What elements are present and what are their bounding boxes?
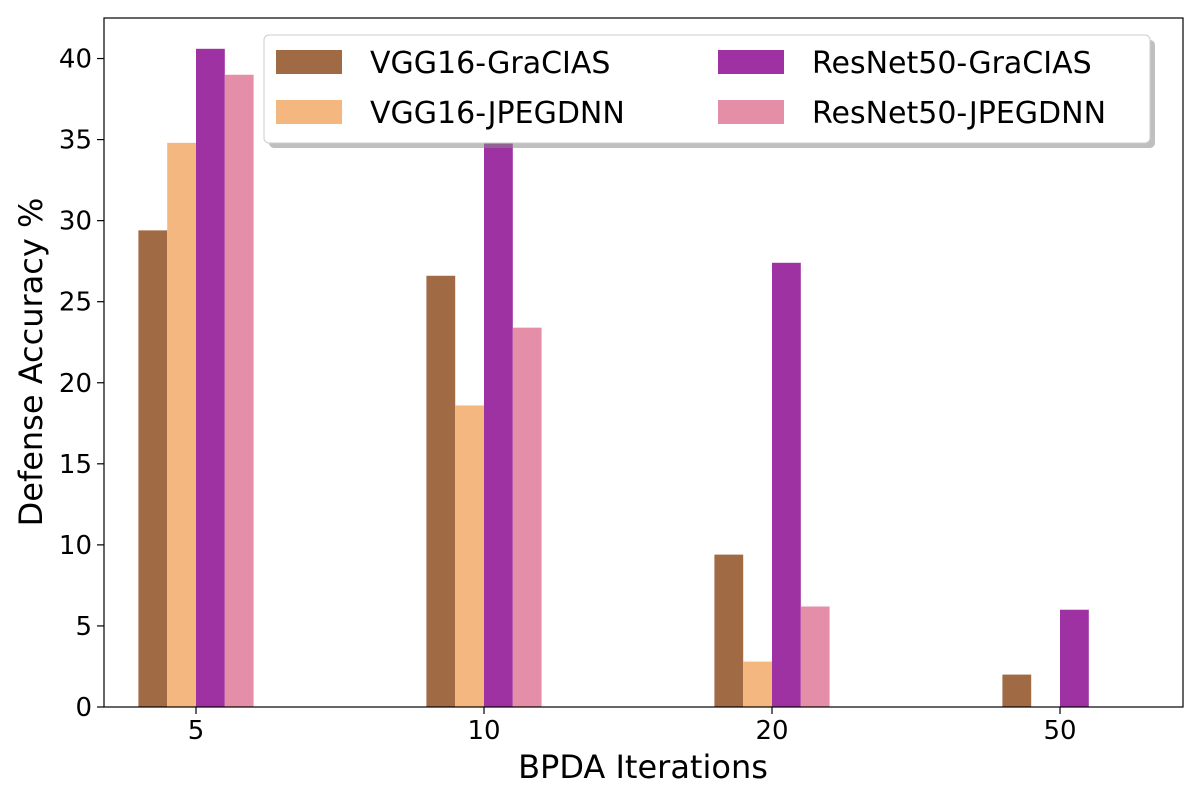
y-tick-label: 25 <box>59 288 92 318</box>
bar-resnet50-gracias-10 <box>484 139 513 707</box>
y-tick-label: 20 <box>59 369 92 399</box>
bar-resnet50-jpegdnn-5 <box>224 74 254 708</box>
bars-layer <box>138 48 1089 708</box>
legend-swatch <box>276 50 342 74</box>
y-tick-label: 35 <box>59 126 92 156</box>
legend-swatch <box>718 100 784 124</box>
y-axis: 0 5 10 15 20 25 30 35 40 <box>59 45 104 723</box>
bar-vgg16-jpegdnn-5 <box>167 142 196 708</box>
bar-vgg16-gracias-10 <box>426 275 456 707</box>
plot-frame <box>103 17 1184 708</box>
legend-box <box>263 34 1151 144</box>
y-tick-label: 0 <box>75 693 92 723</box>
y-tick-label: 10 <box>59 531 92 561</box>
x-tick-label: 50 <box>1043 716 1076 746</box>
bar-resnet50-gracias-20 <box>772 262 801 707</box>
bar-resnet50-jpegdnn-20 <box>800 606 830 707</box>
bar-vgg16-jpegdnn-10 <box>455 405 484 707</box>
legend-label: ResNet50-JPEGDNN <box>812 96 1106 131</box>
legend-swatch <box>276 100 342 124</box>
legend: VGG16-GraCIAS VGG16-JPEGDNN ResNet50-GraCI… <box>263 34 1155 148</box>
bar-vgg16-jpegdnn-20 <box>743 661 772 707</box>
bar-vgg16-gracias-50 <box>1002 674 1032 707</box>
bar-vgg16-gracias-20 <box>714 554 744 707</box>
legend-label: ResNet50-GraCIAS <box>812 46 1092 81</box>
y-tick-label: 40 <box>59 45 92 75</box>
bar-resnet50-gracias-50 <box>1060 609 1089 707</box>
y-tick-label: 5 <box>75 612 92 642</box>
legend-swatch <box>718 50 784 74</box>
bar-resnet50-gracias-5 <box>196 48 225 707</box>
bar-resnet50-jpegdnn-10 <box>512 327 542 707</box>
x-axis: 5 10 20 50 <box>188 707 1077 746</box>
x-tick-label: 10 <box>467 716 500 746</box>
x-axis-label: BPDA Iterations <box>518 748 768 786</box>
x-tick-label: 5 <box>188 716 205 746</box>
bar-vgg16-gracias-5 <box>138 230 168 707</box>
y-tick-label: 30 <box>59 207 92 237</box>
y-axis-label: Defense Accuracy % <box>12 198 50 527</box>
x-tick-label: 20 <box>755 716 788 746</box>
legend-label: VGG16-GraCIAS <box>370 46 610 81</box>
y-tick-label: 15 <box>59 450 92 480</box>
legend-label: VGG16-JPEGDNN <box>370 96 625 131</box>
